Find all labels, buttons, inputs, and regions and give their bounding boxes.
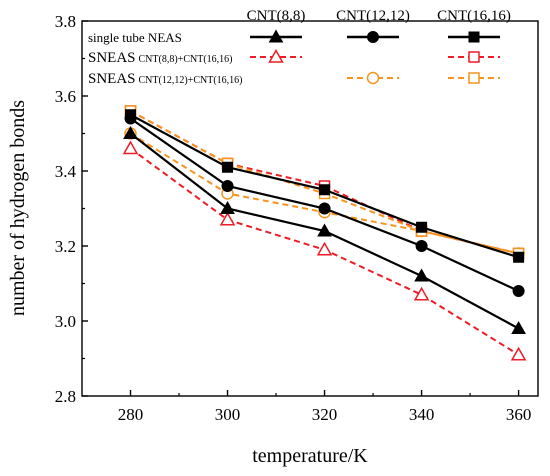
legend-column-header: CNT(12,12) (336, 8, 410, 24)
legend-entry-sneas_12_16_b (448, 72, 500, 84)
data-point (416, 221, 428, 233)
legend-marker (367, 31, 379, 43)
series-sneas_8_16_a (122, 140, 527, 361)
y-tick-label: 3.4 (55, 162, 77, 181)
x-tick-label: 360 (506, 405, 532, 424)
y-tick-label: 3.2 (55, 237, 76, 256)
legend-column-header: CNT(16,16) (437, 8, 511, 24)
x-tick-label: 300 (215, 405, 241, 424)
legend-entry-sneas_8_16_a (250, 48, 302, 63)
data-point (125, 109, 137, 121)
legend-marker (366, 71, 380, 85)
y-tick-label: 2.8 (55, 387, 76, 406)
axis-ticks: 280 300 320 340 360 2.8 3.0 3.2 3.4 3.6 3.8 (55, 12, 532, 424)
x-axis-label: temperature/K (252, 445, 368, 467)
data-point (122, 140, 139, 155)
legend-entry-neas_16 (448, 31, 500, 43)
legend-marker (268, 48, 284, 63)
legend-row-label: SNEAS CNT(12,12)+CNT(16,16) (88, 71, 242, 87)
x-tick-label: 280 (118, 405, 144, 424)
data-point (220, 200, 235, 214)
series-neas_16 (125, 109, 525, 263)
data-point (415, 240, 428, 252)
legend-row-label: SNEAS CNT(8,8)+CNT(16,16) (88, 50, 232, 66)
legend-marker (468, 31, 480, 43)
data-point (319, 184, 331, 196)
data-point (221, 180, 234, 192)
data-point (511, 320, 526, 334)
legend-entry-neas_8 (250, 29, 302, 43)
legend-entry-sneas_12_16_a (347, 71, 399, 85)
data-point (316, 241, 333, 256)
x-tick-label: 320 (312, 405, 338, 424)
legend-column-header: CNT(8,8) (247, 8, 306, 24)
series-neas_12 (124, 112, 525, 297)
legend-row-label: single tube NEAS (88, 30, 182, 45)
data-point (413, 286, 430, 301)
data-point (318, 202, 331, 215)
y-tick-label: 3.0 (55, 312, 76, 331)
legend-marker (268, 29, 284, 43)
data-point (317, 223, 332, 237)
data-point (222, 161, 234, 173)
data-point (512, 285, 525, 297)
series-neas_8 (123, 125, 526, 334)
data-point (510, 346, 527, 361)
legend: CNT(8,8) CNT(12,12) CNT(16,16) single tube … (88, 8, 511, 87)
y-tick-label: 3.8 (55, 12, 76, 31)
legend-entry-neas_12 (347, 31, 399, 43)
legend-marker (468, 51, 480, 63)
data-point (219, 211, 236, 226)
data-point (513, 251, 525, 263)
data-point (414, 268, 429, 282)
legend-marker (468, 72, 480, 84)
legend-entry-sneas_8_16_b (448, 51, 500, 63)
y-axis-label: number of hydrogen bonds (7, 100, 29, 316)
series-layer (122, 105, 527, 361)
data-point (123, 125, 138, 139)
x-tick-label: 340 (409, 405, 435, 424)
y-tick-label: 3.6 (55, 87, 76, 106)
